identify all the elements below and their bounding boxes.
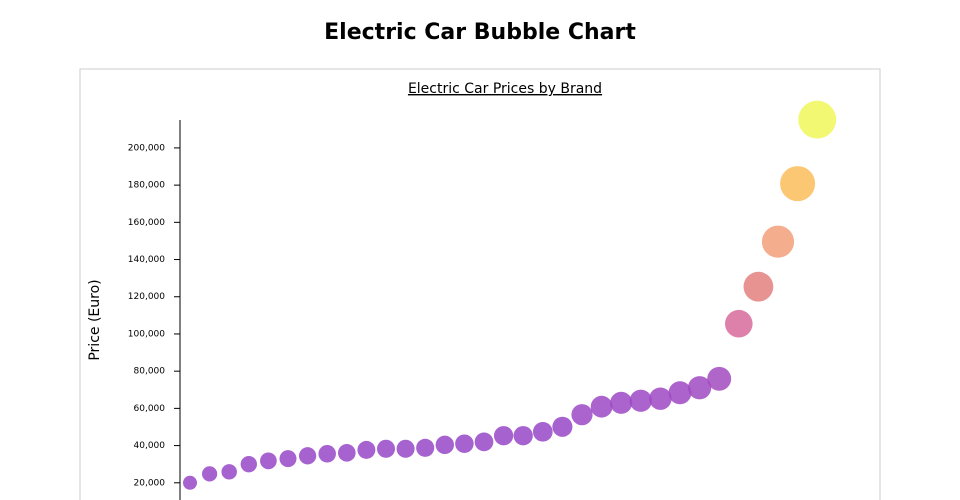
bubble: [761, 225, 795, 258]
bubble: [493, 426, 514, 446]
bubble: [668, 381, 692, 405]
bubble: [629, 389, 652, 412]
bubble: [552, 416, 573, 437]
bubble: [649, 387, 672, 410]
y-tick-label: 160,000: [128, 218, 165, 228]
bubble: [571, 404, 593, 426]
bubble: [724, 309, 753, 338]
bubble: [780, 166, 816, 202]
y-axis-label: Price (Euro): [87, 279, 103, 360]
bubble: [532, 421, 553, 442]
y-tick-label: 180,000: [128, 181, 165, 191]
bubble: [435, 435, 455, 455]
y-tick-label: 200,000: [128, 143, 165, 153]
bubble: [357, 440, 376, 459]
y-tick-label: 120,000: [128, 292, 165, 302]
bubble: [590, 395, 613, 418]
bubble: [338, 444, 356, 462]
bubble: [376, 439, 396, 458]
bubble: [298, 447, 317, 465]
bubble: [396, 439, 415, 458]
y-tick-label: 80,000: [134, 367, 166, 377]
y-tick-label: 100,000: [128, 329, 165, 339]
y-tick-label: 20,000: [134, 478, 166, 488]
y-tick-label: 140,000: [128, 255, 165, 265]
bubble: [513, 426, 533, 446]
bubble: [474, 432, 494, 452]
bubble: [798, 100, 837, 139]
bubble: [416, 438, 435, 457]
bubble: [610, 391, 633, 414]
chart-title: Electric Car Bubble Chart: [324, 20, 636, 45]
bubble: [687, 376, 712, 400]
bubble: [202, 466, 218, 482]
panel: [79, 68, 881, 500]
bubble: [707, 366, 732, 391]
bubble: [183, 475, 197, 490]
bubble: [221, 464, 237, 480]
y-tick-label: 40,000: [134, 441, 166, 451]
chart-subtitle: Electric Car Prices by Brand: [408, 81, 602, 97]
bubble: [455, 434, 474, 453]
bubble: [279, 450, 297, 468]
bubble: [260, 452, 277, 470]
bubble: [240, 456, 257, 473]
bubble: [743, 271, 774, 302]
bubble: [318, 445, 336, 463]
y-tick-label: 60,000: [134, 404, 166, 414]
